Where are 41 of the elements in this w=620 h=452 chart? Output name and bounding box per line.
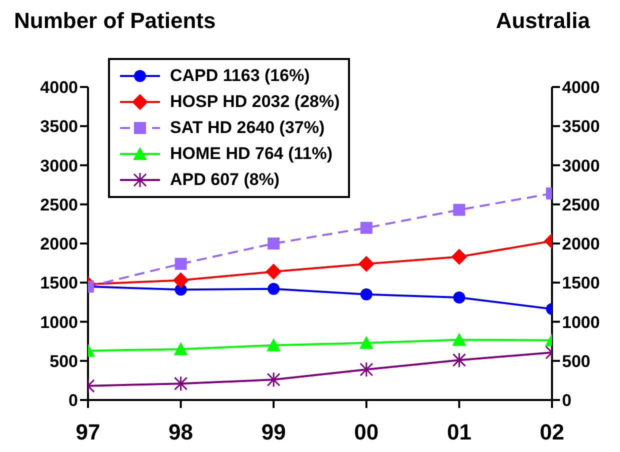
x-tick-label: 01 bbox=[446, 420, 472, 445]
y-tick-label: 3500 bbox=[40, 117, 78, 136]
legend-label: HOME HD 764 (11%) bbox=[170, 144, 332, 164]
x-tick-label: 99 bbox=[261, 420, 286, 445]
point bbox=[358, 256, 374, 272]
x-tick-label: 97 bbox=[76, 420, 100, 445]
y2-tick-label: 0 bbox=[562, 391, 572, 410]
y2-tick-label: 3500 bbox=[562, 117, 600, 136]
x-tick-label: 02 bbox=[540, 420, 564, 445]
y2-tick-label: 2500 bbox=[562, 195, 600, 214]
y2-tick-label: 3000 bbox=[562, 156, 600, 176]
point bbox=[268, 238, 280, 250]
y2-tick-label: 1500 bbox=[562, 274, 600, 293]
y-tick-label: 2500 bbox=[40, 195, 78, 214]
point bbox=[359, 336, 374, 349]
point bbox=[266, 372, 280, 388]
y-tick-label: 3000 bbox=[40, 156, 78, 176]
x-tick-label: 98 bbox=[168, 420, 194, 445]
y2-tick-label: 2000 bbox=[562, 234, 600, 254]
y2-tick-label: 4000 bbox=[562, 78, 600, 98]
point bbox=[268, 282, 280, 295]
y2-tick-label: 1000 bbox=[562, 312, 600, 332]
y-tick-label: 4000 bbox=[40, 78, 78, 98]
chart-title: Number of Patients bbox=[14, 8, 216, 34]
point bbox=[360, 288, 372, 300]
legend-label: HOSP HD 2032 (28%) bbox=[170, 92, 340, 112]
y-tick-label: 2000 bbox=[40, 234, 78, 254]
legend-label: SAT HD 2640 (37%) bbox=[170, 118, 325, 138]
point bbox=[266, 264, 282, 280]
legend-label: CAPD 1163 (16%) bbox=[170, 66, 310, 86]
y-tick-label: 0 bbox=[68, 391, 78, 410]
x-tick-label: 00 bbox=[354, 420, 379, 445]
legend-label: APD 607 (8%) bbox=[170, 170, 280, 190]
y-tick-label: 500 bbox=[50, 352, 78, 371]
point bbox=[360, 362, 374, 378]
y2-tick-label: 500 bbox=[562, 352, 590, 371]
point bbox=[360, 222, 372, 234]
point bbox=[266, 338, 281, 352]
y-tick-label: 1000 bbox=[40, 312, 78, 332]
chart-subtitle: Australia bbox=[496, 8, 590, 34]
y-tick-label: 1500 bbox=[40, 274, 78, 293]
